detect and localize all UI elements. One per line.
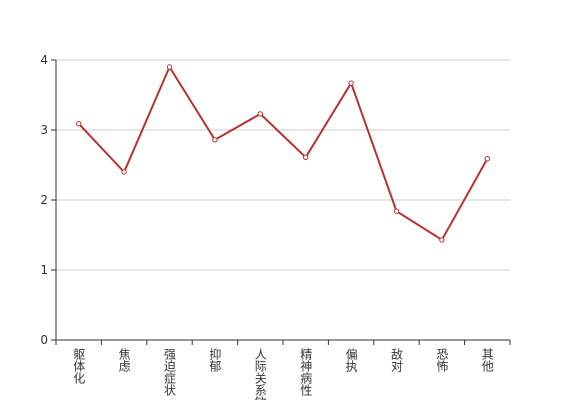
point [348,80,354,86]
y-tick-label: 0 [40,333,48,347]
point [76,121,82,127]
x-tick-label: 恐怖 [435,348,449,372]
x-tick-label: 躯体化 [72,347,86,385]
x-tick-label: 精神病性 [299,348,313,397]
x-tick-label: 偏执 [344,347,358,373]
point [212,137,218,143]
x-tick-label: 人际关系敏感 [253,348,267,400]
x-tick-label: 强迫症状 [163,348,177,396]
x-tick-label: 抑郁 [208,347,222,373]
x-tick-label: 其他 [480,348,494,372]
point [439,237,445,243]
point [393,208,400,214]
x-tick-label: 敌对 [390,347,404,372]
point [484,156,490,162]
point [257,111,263,117]
line [77,64,489,242]
y-tick-label: 4 [40,53,48,67]
point [121,169,127,175]
point [303,154,309,161]
y-tick-label: 3 [40,123,48,137]
point [166,64,173,70]
y-tick-label: 2 [40,193,48,207]
y-tick-label: 1 [40,263,48,277]
x-tick-label: 焦虑 [117,348,131,372]
